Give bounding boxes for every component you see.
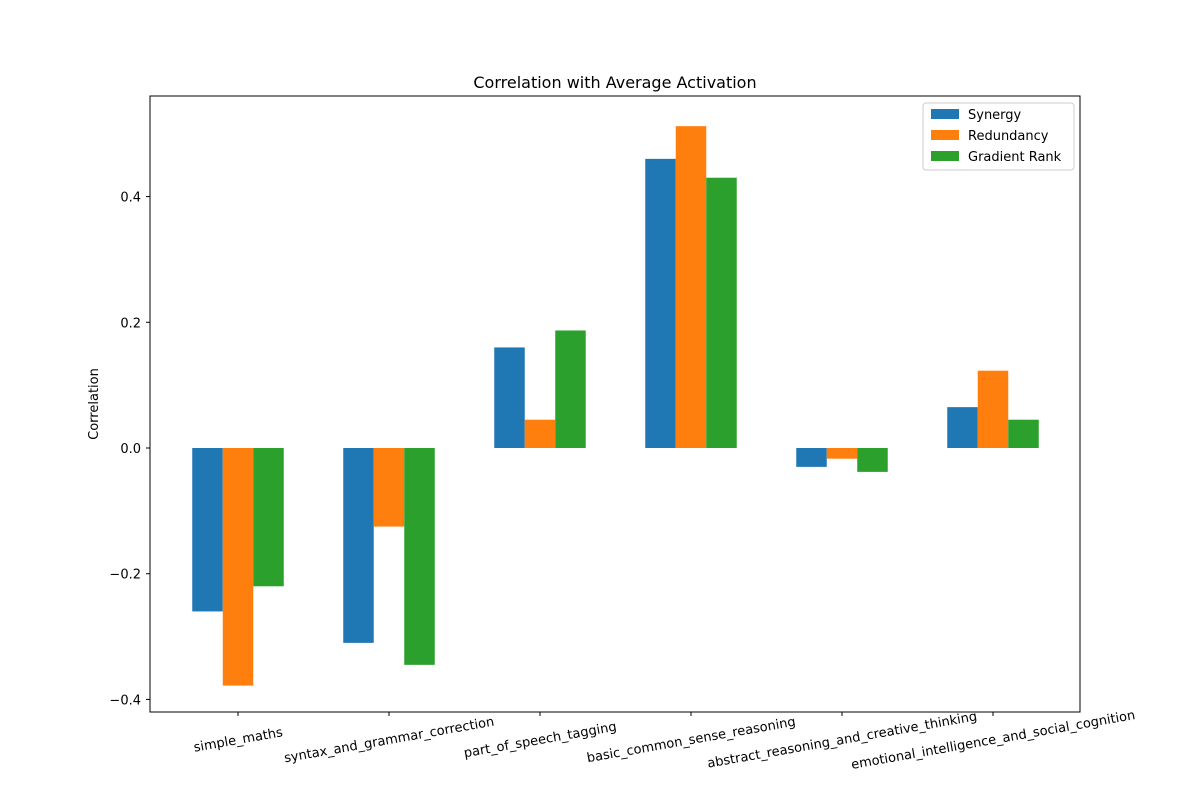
x-tick-label: abstract_reasoning_and_creative_thinking (706, 709, 978, 771)
bar-synergy-simple-maths (192, 448, 223, 612)
bar-gradient-rank-simple-maths (253, 448, 284, 587)
bar-redundancy-simple-maths (222, 448, 254, 686)
chart-title: Correlation with Average Activation (473, 73, 756, 92)
bar-synergy-abstract-reasoning-and-creative-thinking (796, 448, 827, 467)
x-tick-label: simple_maths (193, 725, 285, 755)
plot-frame (149, 95, 1081, 713)
legend-box (922, 102, 1075, 171)
bar-gradient-rank-part-of-speech-tagging (555, 330, 586, 448)
bar-gradient-rank-emotional-intelligence-and-social-cognition (1008, 419, 1039, 448)
x-tick-label: emotional_intelligence_and_social_cognit… (850, 708, 1136, 773)
y-tick-label: 0.0 (120, 442, 141, 457)
bar-gradient-rank-basic-common-sense-reasoning (706, 177, 737, 448)
legend-swatch (931, 130, 959, 140)
bar-synergy-syntax-and-grammar-correction (343, 448, 374, 643)
x-tick-label: syntax_and_grammar_correction (283, 715, 495, 767)
bars-layer (192, 126, 1039, 686)
bar-redundancy-basic-common-sense-reasoning (675, 126, 707, 449)
y-tick-label: −0.4 (109, 693, 141, 708)
legend-swatch (931, 151, 959, 161)
y-tick-label: 0.4 (120, 191, 141, 206)
bar-synergy-part-of-speech-tagging (494, 347, 525, 448)
y-tick-label: 0.2 (120, 316, 141, 331)
y-axis-label: Correlation (87, 368, 102, 440)
bar-synergy-emotional-intelligence-and-social-cognition (947, 407, 978, 448)
y-tick-label: −0.2 (109, 568, 141, 583)
legend-label: Redundancy (968, 129, 1049, 144)
legend: Synergy Redundancy Gradient Rank (922, 102, 1075, 171)
legend-swatch (931, 109, 959, 119)
bar-redundancy-abstract-reasoning-and-creative-thinking (826, 448, 858, 459)
bar-gradient-rank-syntax-and-grammar-correction (404, 448, 435, 665)
legend-label: Gradient Rank (968, 150, 1062, 165)
bar-gradient-rank-abstract-reasoning-and-creative-thinking (857, 448, 888, 472)
bar-redundancy-syntax-and-grammar-correction (373, 448, 405, 527)
legend-label: Synergy (968, 108, 1022, 123)
bar-redundancy-part-of-speech-tagging (524, 419, 556, 448)
bar-redundancy-emotional-intelligence-and-social-cognition (977, 370, 1009, 448)
bar-synergy-basic-common-sense-reasoning (645, 158, 676, 448)
